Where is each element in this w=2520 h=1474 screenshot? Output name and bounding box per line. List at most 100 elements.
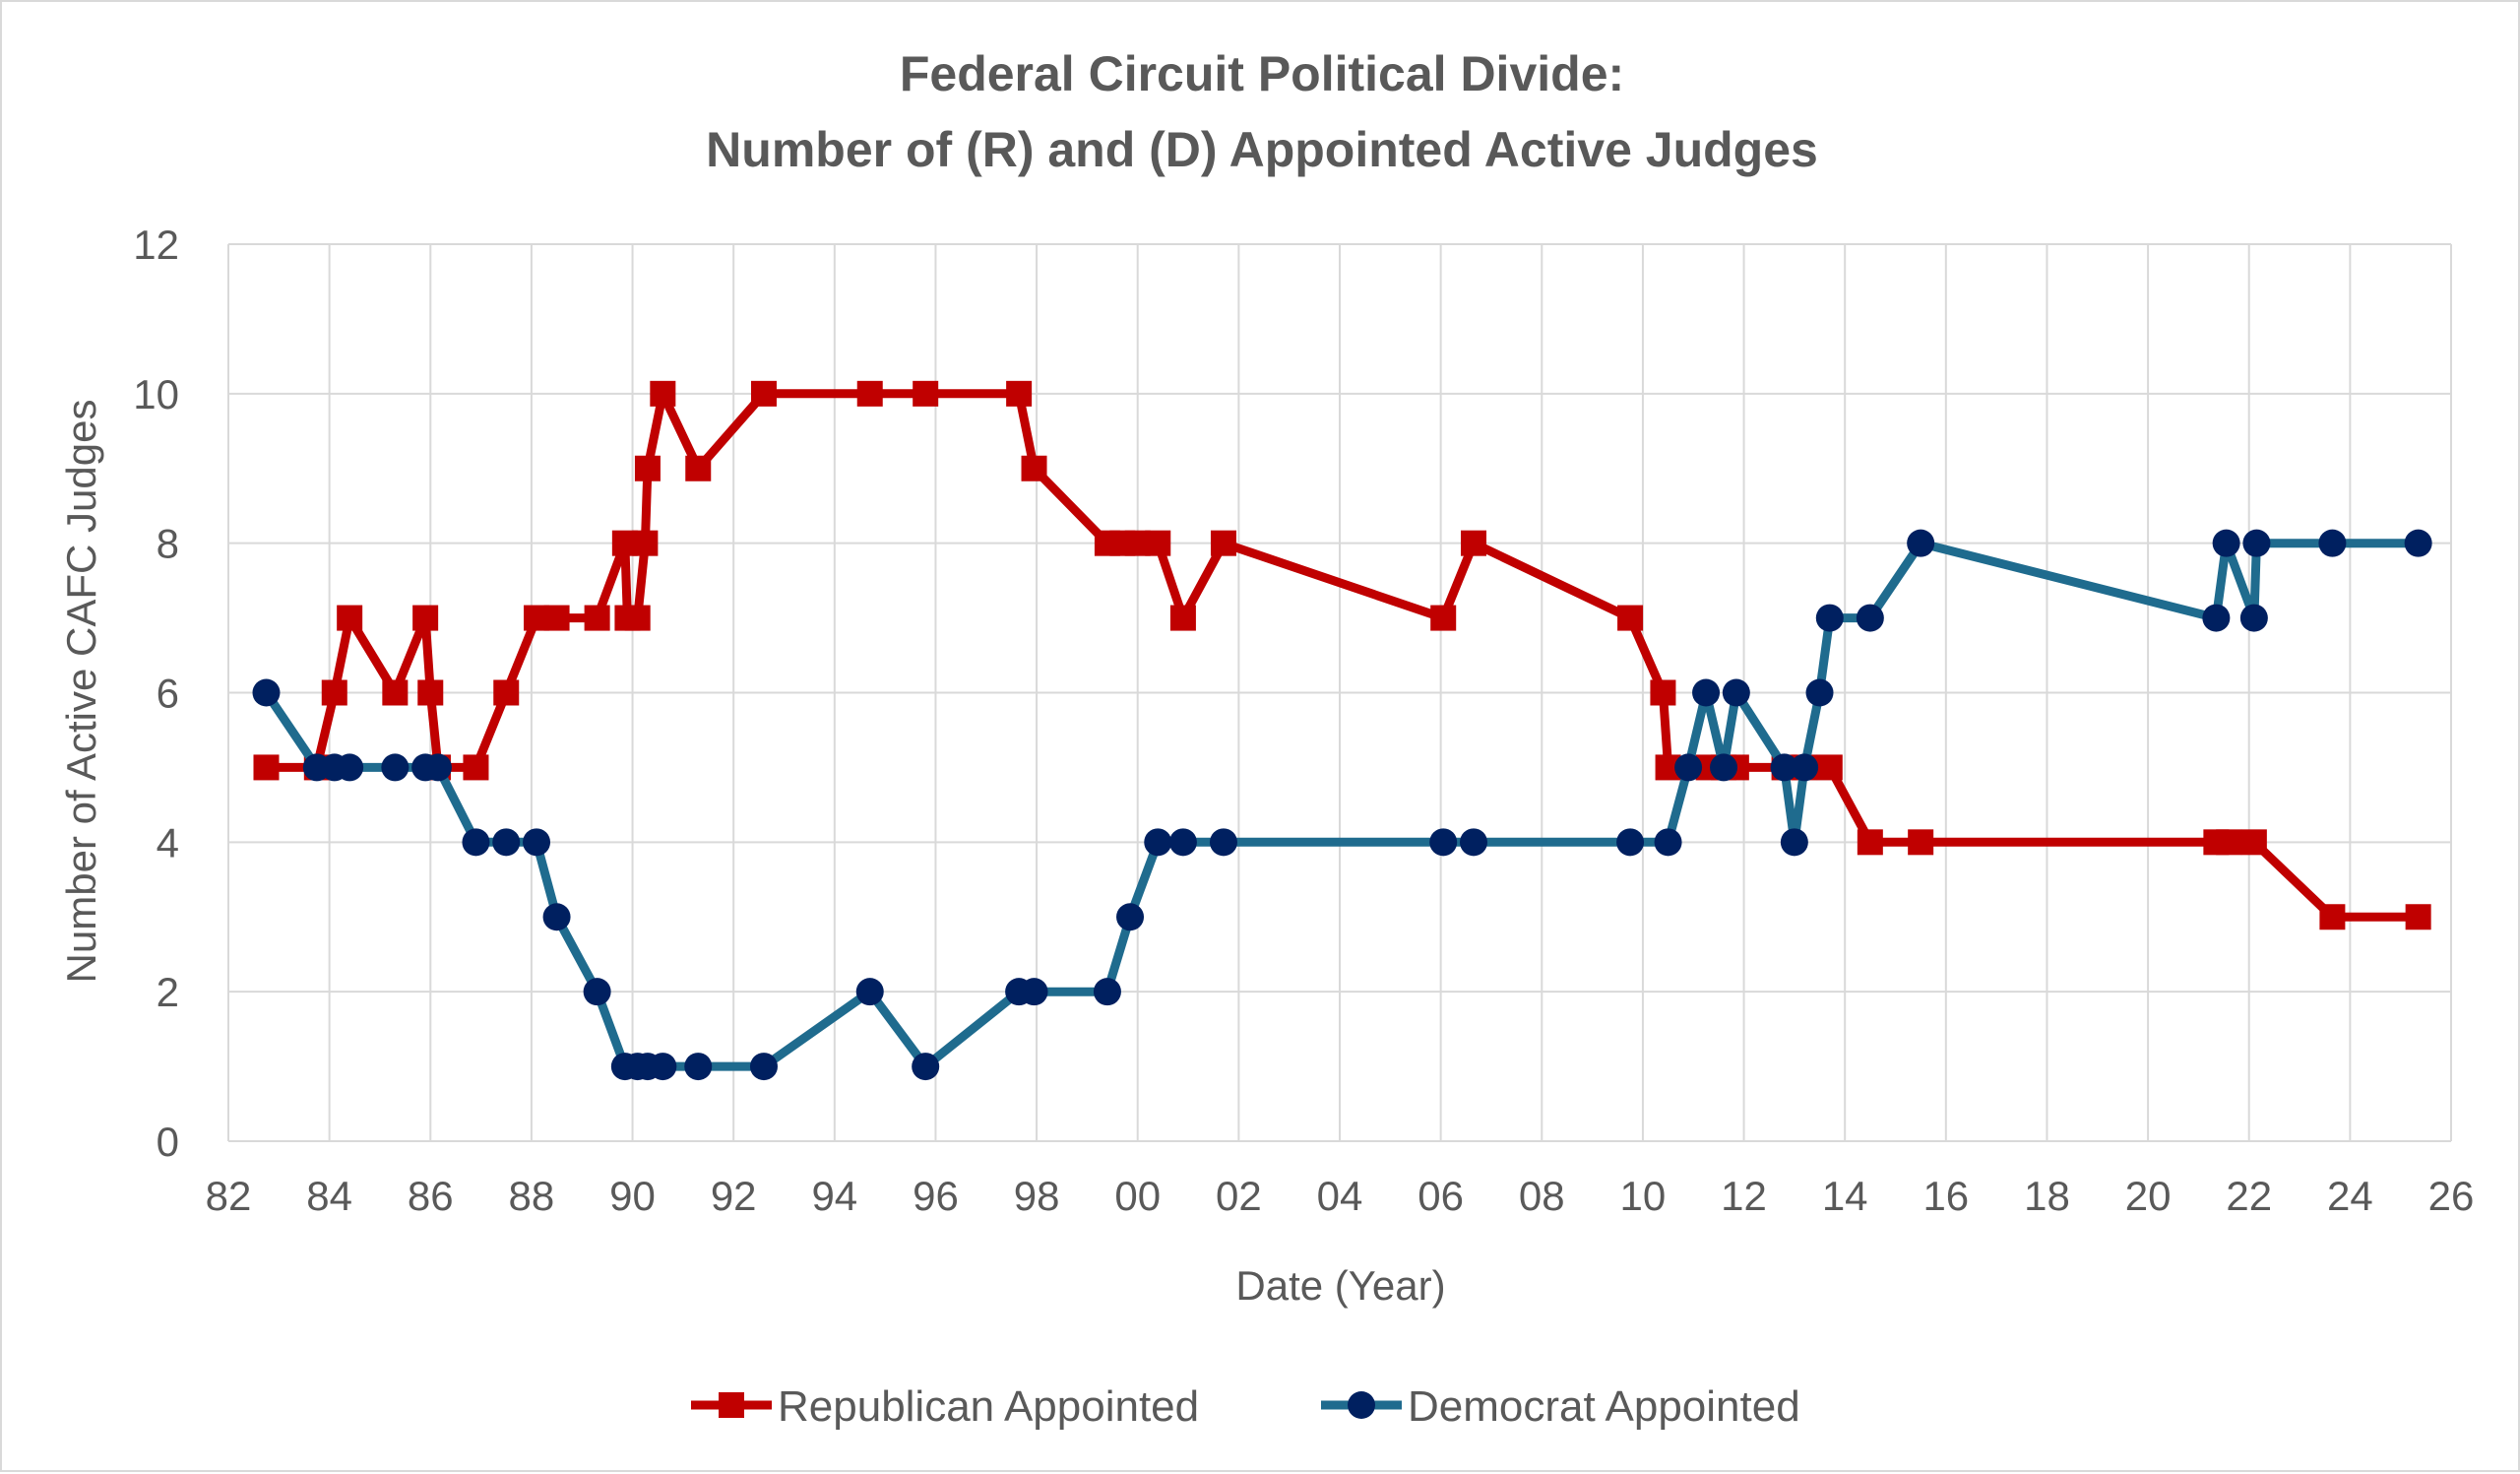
- y-tick-label: 12: [133, 222, 179, 268]
- x-tick-label: 12: [1721, 1173, 1767, 1219]
- data-point: [2405, 904, 2431, 930]
- data-point: [583, 978, 611, 1006]
- x-tick-label: 92: [711, 1173, 757, 1219]
- data-point: [584, 605, 610, 631]
- data-point: [253, 754, 280, 781]
- x-tick-label: 18: [2024, 1173, 2070, 1219]
- gridlines: [227, 243, 2452, 1142]
- x-tick-label: 16: [1922, 1173, 1969, 1219]
- data-point: [1674, 753, 1703, 782]
- data-point: [2319, 904, 2346, 930]
- data-point: [252, 678, 281, 707]
- y-tick-label: 8: [157, 521, 179, 567]
- data-point: [750, 380, 777, 407]
- x-tick-label: 26: [2428, 1173, 2475, 1219]
- data-point: [649, 1053, 677, 1081]
- legend: Republican Appointed Democrat Appointed: [691, 1382, 1800, 1431]
- data-point: [1770, 753, 1798, 782]
- data-point: [492, 828, 521, 857]
- legend-marker-democrat: [1348, 1391, 1375, 1419]
- chart-title: Federal Circuit Political Divide:: [900, 46, 1624, 101]
- data-point: [1791, 753, 1819, 782]
- data-point: [1722, 678, 1750, 707]
- legend-label-republican: Republican Appointed: [778, 1382, 1199, 1431]
- data-point: [1856, 604, 1884, 632]
- data-point: [2240, 829, 2267, 856]
- data-point: [462, 828, 490, 857]
- x-tick-label: 14: [1822, 1173, 1868, 1219]
- data-point: [2318, 529, 2347, 557]
- data-point: [2239, 604, 2268, 632]
- x-axis-title: Date (Year): [1235, 1262, 1445, 1309]
- data-point: [1429, 828, 1458, 857]
- x-tick-label: 04: [1317, 1173, 1363, 1219]
- data-point: [1021, 455, 1047, 481]
- data-point: [685, 455, 712, 481]
- data-point: [1617, 605, 1644, 631]
- legend-label-democrat: Democrat Appointed: [1408, 1382, 1800, 1431]
- data-point: [1908, 829, 1934, 856]
- data-point: [2404, 529, 2432, 557]
- x-tick-label: 22: [2226, 1173, 2272, 1219]
- data-point: [1169, 605, 1196, 631]
- data-point: [749, 1053, 778, 1081]
- data-point: [2242, 529, 2271, 557]
- data-point: [337, 605, 363, 631]
- data-point: [634, 455, 661, 481]
- data-point: [2212, 529, 2240, 557]
- data-point: [1145, 530, 1171, 556]
- series-republican: [253, 380, 2431, 930]
- data-point: [1460, 530, 1486, 556]
- data-point: [1116, 903, 1145, 931]
- data-point: [913, 380, 939, 407]
- data-point: [912, 1053, 940, 1081]
- data-point: [423, 753, 452, 782]
- data-point: [1006, 380, 1033, 407]
- data-point: [2202, 604, 2231, 632]
- data-point: [1168, 828, 1197, 857]
- y-tick-label: 0: [157, 1119, 179, 1165]
- data-point: [1144, 828, 1172, 857]
- data-point: [1430, 605, 1457, 631]
- data-point: [1907, 529, 1935, 557]
- data-point: [1209, 828, 1237, 857]
- x-tick-label: 00: [1114, 1173, 1161, 1219]
- x-tick-label: 08: [1519, 1173, 1565, 1219]
- legend-marker-republican: [719, 1392, 744, 1418]
- x-tick-label: 20: [2125, 1173, 2172, 1219]
- data-point: [417, 679, 444, 706]
- data-point: [412, 605, 439, 631]
- data-point: [632, 530, 659, 556]
- data-point: [2216, 829, 2242, 856]
- x-tick-label: 98: [1014, 1173, 1060, 1219]
- data-point: [381, 753, 410, 782]
- data-point: [1805, 678, 1834, 707]
- data-point: [1780, 828, 1808, 857]
- legend-item-democrat: Democrat Appointed: [1321, 1382, 1800, 1431]
- data-point: [542, 903, 571, 931]
- data-point: [523, 828, 551, 857]
- legend-item-republican: Republican Appointed: [691, 1382, 1199, 1431]
- y-tick-label: 6: [157, 671, 179, 717]
- data-point: [1616, 828, 1645, 857]
- x-tick-label: 94: [811, 1173, 857, 1219]
- series-layer: [252, 380, 2432, 1081]
- data-point: [463, 754, 489, 781]
- data-point: [856, 380, 883, 407]
- data-point: [1692, 678, 1721, 707]
- data-point: [1459, 828, 1487, 857]
- x-tick-label: 10: [1620, 1173, 1667, 1219]
- data-point: [336, 753, 364, 782]
- x-tick-label: 06: [1418, 1173, 1464, 1219]
- data-point: [382, 679, 409, 706]
- data-point: [1650, 679, 1676, 706]
- x-tick-label: 88: [509, 1173, 555, 1219]
- data-point: [855, 978, 884, 1006]
- x-tick-label: 82: [206, 1173, 252, 1219]
- x-tick-label: 90: [609, 1173, 656, 1219]
- data-point: [543, 605, 570, 631]
- chart-subtitle: Number of (R) and (D) Appointed Active J…: [706, 122, 1818, 177]
- data-point: [1210, 530, 1236, 556]
